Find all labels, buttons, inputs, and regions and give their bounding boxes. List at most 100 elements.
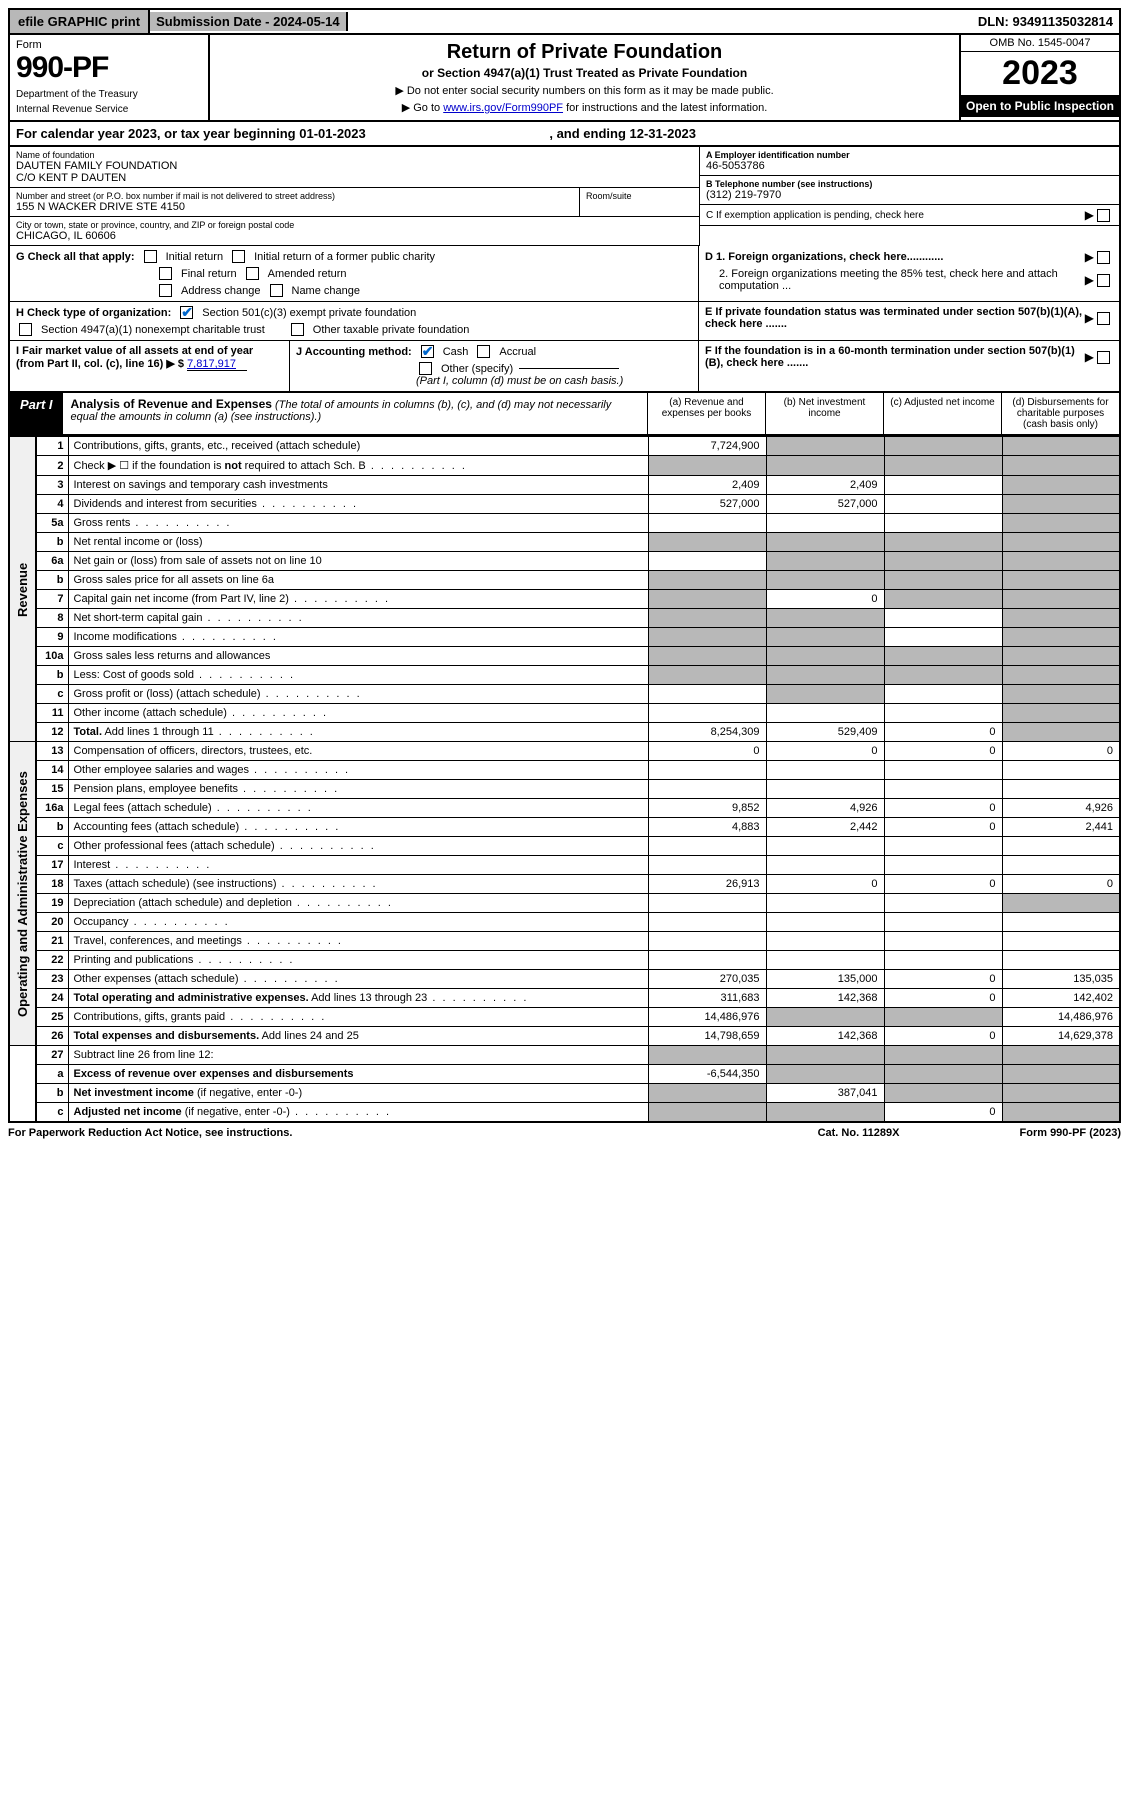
row-number: 12 — [36, 723, 68, 742]
g-address-change-checkbox[interactable] — [159, 284, 172, 297]
col-a-value: 311,683 — [648, 989, 766, 1008]
col-b-value: 527,000 — [766, 495, 884, 514]
j-label: J Accounting method: — [296, 346, 412, 358]
col-c-value — [884, 590, 1002, 609]
row-number: 2 — [36, 456, 68, 476]
col-c-value: 0 — [884, 875, 1002, 894]
col-a-value: -6,544,350 — [648, 1065, 766, 1084]
col-a-value: 26,913 — [648, 875, 766, 894]
col-d-value — [1002, 628, 1120, 647]
col-d-value — [1002, 571, 1120, 590]
analysis-table: Revenue1Contributions, gifts, grants, et… — [8, 436, 1121, 1123]
col-d-value — [1002, 837, 1120, 856]
col-a-value: 4,883 — [648, 818, 766, 837]
form-number: 990-PF — [16, 51, 202, 85]
j-note: (Part I, column (d) must be on cash basi… — [416, 375, 692, 387]
c-checkbox[interactable] — [1097, 209, 1110, 222]
col-c-value — [884, 609, 1002, 628]
col-d-value — [1002, 533, 1120, 552]
row-number: c — [36, 837, 68, 856]
col-a-value — [648, 913, 766, 932]
col-d-value: 14,486,976 — [1002, 1008, 1120, 1027]
g-name-change-checkbox[interactable] — [270, 284, 283, 297]
col-a-value — [648, 780, 766, 799]
calendar-year-line: For calendar year 2023, or tax year begi… — [8, 122, 1121, 147]
row-number: 9 — [36, 628, 68, 647]
row-description: Total. Add lines 1 through 11 — [68, 723, 648, 742]
row-number: 11 — [36, 704, 68, 723]
expenses-sidebar: Operating and Administrative Expenses — [9, 742, 36, 1046]
col-a-value — [648, 856, 766, 875]
row-description: Other employee salaries and wages — [68, 761, 648, 780]
col-a-value — [648, 456, 766, 476]
g-amended-checkbox[interactable] — [246, 267, 259, 280]
form990pf-link[interactable]: www.irs.gov/Form990PF — [443, 102, 563, 114]
col-a-value — [648, 951, 766, 970]
col-b-value: 4,926 — [766, 799, 884, 818]
col-b-value — [766, 780, 884, 799]
row-number: b — [36, 1084, 68, 1103]
col-d-value — [1002, 856, 1120, 875]
col-d-value — [1002, 1084, 1120, 1103]
col-d-value — [1002, 704, 1120, 723]
g-final-return-checkbox[interactable] — [159, 267, 172, 280]
col-a-value: 0 — [648, 742, 766, 761]
row-description: Accounting fees (attach schedule) — [68, 818, 648, 837]
col-b-value — [766, 932, 884, 951]
e-checkbox[interactable] — [1097, 312, 1110, 325]
g-initial-return-checkbox[interactable] — [144, 250, 157, 263]
col-c-value — [884, 913, 1002, 932]
row-description: Travel, conferences, and meetings — [68, 932, 648, 951]
row-description: Other expenses (attach schedule) — [68, 970, 648, 989]
col-b-value — [766, 951, 884, 970]
col-a-value: 7,724,900 — [648, 437, 766, 456]
row-number: 26 — [36, 1027, 68, 1046]
j-accrual-checkbox[interactable] — [477, 345, 490, 358]
col-d-value — [1002, 761, 1120, 780]
row-number: c — [36, 1103, 68, 1123]
row-description: Other professional fees (attach schedule… — [68, 837, 648, 856]
row-number: 5a — [36, 514, 68, 533]
j-cash-checkbox[interactable] — [421, 345, 434, 358]
row-number: 27 — [36, 1046, 68, 1065]
col-c-value — [884, 647, 1002, 666]
col-c-value — [884, 628, 1002, 647]
row-description: Less: Cost of goods sold — [68, 666, 648, 685]
row-description: Gross sales less returns and allowances — [68, 647, 648, 666]
d2-checkbox[interactable] — [1097, 274, 1110, 287]
row-number: 3 — [36, 476, 68, 495]
col-a-value — [648, 666, 766, 685]
row-number: 23 — [36, 970, 68, 989]
row-description: Adjusted net income (if negative, enter … — [68, 1103, 648, 1123]
omb-number: OMB No. 1545-0047 — [961, 35, 1119, 52]
row-description: Taxes (attach schedule) (see instruction… — [68, 875, 648, 894]
d2-label: 2. Foreign organizations meeting the 85%… — [705, 268, 1085, 292]
i-fmv-value[interactable]: 7,817,917 — [187, 358, 247, 371]
col-b-value — [766, 666, 884, 685]
col-b-value: 142,368 — [766, 1027, 884, 1046]
j-other-checkbox[interactable] — [419, 362, 432, 375]
col-c-value: 0 — [884, 1027, 1002, 1046]
col-b-value — [766, 1008, 884, 1027]
col-d-value — [1002, 514, 1120, 533]
col-a-value: 270,035 — [648, 970, 766, 989]
tax-year: 2023 — [961, 52, 1119, 95]
col-d-value — [1002, 1065, 1120, 1084]
h-501c3-checkbox[interactable] — [180, 306, 193, 319]
h-other-checkbox[interactable] — [291, 323, 304, 336]
row-description: Capital gain net income (from Part IV, l… — [68, 590, 648, 609]
d1-checkbox[interactable] — [1097, 251, 1110, 264]
col-b-value — [766, 856, 884, 875]
efile-print-button[interactable]: efile GRAPHIC print — [10, 10, 150, 33]
row-number: b — [36, 666, 68, 685]
col-d-value — [1002, 647, 1120, 666]
h-4947-checkbox[interactable] — [19, 323, 32, 336]
f-checkbox[interactable] — [1097, 351, 1110, 364]
col-c-value — [884, 476, 1002, 495]
foundation-name-1: DAUTEN FAMILY FOUNDATION — [16, 160, 693, 172]
row-number: 16a — [36, 799, 68, 818]
col-a-value: 2,409 — [648, 476, 766, 495]
row-description: Other income (attach schedule) — [68, 704, 648, 723]
g-label: G Check all that apply: — [16, 251, 135, 263]
g-initial-former-checkbox[interactable] — [232, 250, 245, 263]
